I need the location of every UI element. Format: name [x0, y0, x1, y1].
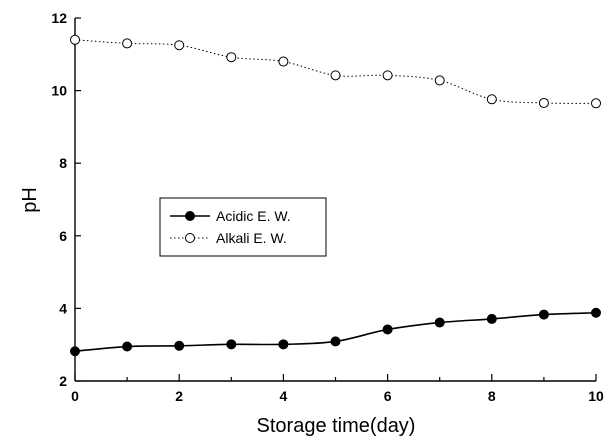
data-point — [174, 340, 185, 351]
data-point — [278, 339, 289, 350]
x-tick-label: 8 — [488, 388, 496, 404]
data-point — [278, 56, 289, 67]
y-tick-label: 8 — [59, 155, 67, 171]
legend-acidic-label: Acidic E. W. — [216, 208, 291, 224]
legend-box — [159, 197, 327, 257]
y-tick-label: 2 — [59, 373, 67, 389]
x-tick-label: 2 — [175, 388, 183, 404]
legend-alkali-label: Alkali E. W. — [216, 230, 287, 246]
x-tick-label: 0 — [71, 388, 79, 404]
data-point — [122, 38, 133, 49]
legend-item-alkali: Alkali E. W. — [170, 230, 287, 246]
data-point — [70, 34, 80, 45]
data-point — [174, 40, 185, 51]
data-point — [486, 313, 497, 324]
series-alkali — [70, 34, 601, 109]
legend-alkali-marker — [185, 233, 195, 243]
x-axis-label: Storage time(day) — [257, 415, 416, 437]
data-point — [226, 339, 237, 350]
data-point — [538, 97, 549, 108]
x-tick-label: 10 — [588, 388, 604, 404]
data-point — [434, 75, 445, 86]
y-tick-label: 12 — [51, 10, 67, 26]
x-tick-label: 6 — [384, 388, 392, 404]
legend-item-acidic: Acidic E. W. — [170, 208, 291, 224]
y-axis-label: pH — [19, 187, 41, 213]
data-point — [122, 341, 133, 352]
data-point — [382, 70, 393, 81]
y-tick-label: 6 — [59, 228, 67, 244]
y-tick-label: 4 — [59, 300, 67, 316]
series-layer — [70, 34, 601, 357]
data-point — [226, 52, 237, 63]
series-acidic — [70, 307, 601, 357]
data-point — [538, 309, 549, 320]
data-point — [486, 94, 497, 105]
data-point — [382, 324, 393, 335]
data-point — [591, 307, 601, 318]
y-tick-label: 10 — [51, 83, 67, 99]
data-point — [70, 346, 80, 357]
legend-acidic-marker — [185, 211, 195, 221]
data-point — [330, 336, 341, 347]
data-point — [591, 98, 601, 109]
data-point — [434, 317, 445, 328]
x-tick-label: 4 — [280, 388, 288, 404]
data-point — [330, 70, 341, 81]
legend: Acidic E. W. Alkali E. W. — [159, 197, 327, 257]
